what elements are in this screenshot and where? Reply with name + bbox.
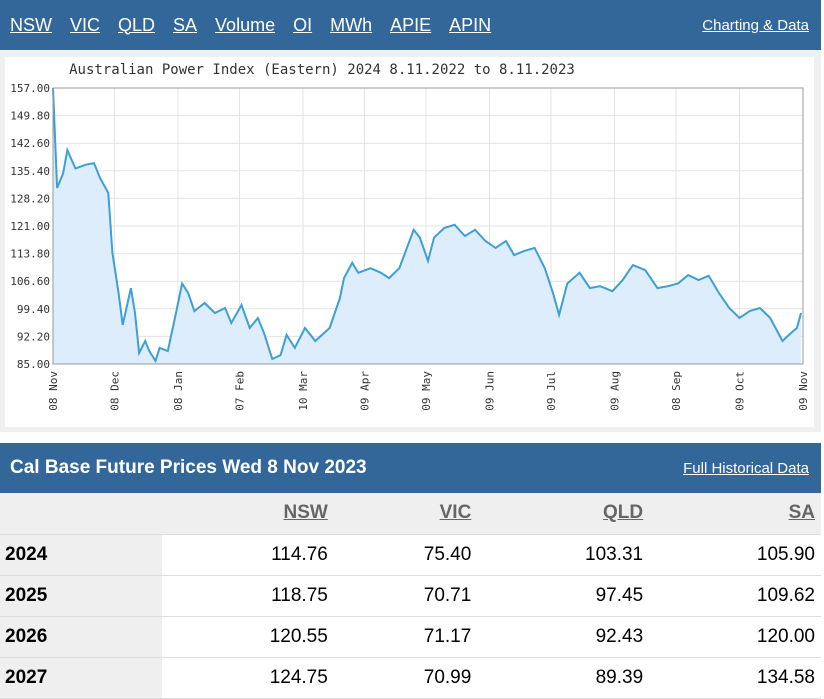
table-header: Cal Base Future Prices Wed 8 Nov 2023 Fu… xyxy=(0,443,821,493)
price-cell: 109.62 xyxy=(649,575,821,617)
price-cell: 118.75 xyxy=(162,575,334,617)
x-tick-label: 09 Apr xyxy=(358,371,371,411)
chart: Australian Power Index (Eastern) 2024 8.… xyxy=(5,57,814,427)
chart-title: Australian Power Index (Eastern) 2024 8.… xyxy=(69,62,575,78)
table-row: 2026 120.55 71.17 92.43 120.00 xyxy=(0,616,821,658)
y-tick-label: 85.00 xyxy=(17,358,50,371)
x-tick-label: 07 Feb xyxy=(233,371,246,411)
price-cell: 124.75 xyxy=(162,657,334,699)
nav-link[interactable]: QLD xyxy=(118,14,156,35)
nav-link[interactable]: VIC xyxy=(70,14,101,35)
y-tick-label: 92.20 xyxy=(17,330,50,343)
y-tick-label: 157.00 xyxy=(10,82,50,95)
x-tick-label: 08 Nov xyxy=(47,371,60,411)
year-cell: 2025 xyxy=(0,575,162,617)
nav-link[interactable]: Volume xyxy=(215,14,276,35)
price-cell: 70.71 xyxy=(333,575,478,617)
nav-link[interactable]: MWh xyxy=(330,14,373,35)
price-cell: 92.43 xyxy=(477,616,650,658)
chart-panel: Australian Power Index (Eastern) 2024 8.… xyxy=(0,50,821,432)
x-tick-label: 08 Dec xyxy=(108,371,121,411)
price-cell: 120.55 xyxy=(162,616,334,658)
nav-link[interactable]: Charting & Data xyxy=(702,16,809,34)
y-tick-label: 149.80 xyxy=(10,110,50,123)
x-tick-label: 08 Jan xyxy=(172,371,185,411)
table-row: 2025 118.75 70.71 97.45 109.62 xyxy=(0,575,821,617)
price-cell: 120.00 xyxy=(649,616,821,658)
nav-links: NSW VIC QLD SA Volume OI MWh APIE APIN xyxy=(10,15,509,36)
table-row: 2024 114.76 75.40 103.31 105.90 xyxy=(0,534,821,576)
y-tick-label: 106.60 xyxy=(10,275,50,288)
nav-link[interactable]: SA xyxy=(173,14,198,35)
area xyxy=(53,88,801,364)
plot-frame xyxy=(52,87,804,365)
price-cell: 103.31 xyxy=(477,534,650,576)
column-header: VIC xyxy=(333,493,478,535)
price-cell: 70.99 xyxy=(333,657,478,699)
x-tick-label: 09 May xyxy=(420,371,433,411)
corner xyxy=(0,493,162,535)
price-cell: 75.40 xyxy=(333,534,478,576)
x-tick-label: 10 Mar xyxy=(297,371,310,411)
column-header: SA xyxy=(649,493,821,535)
header-row: NSW VIC QLD SA xyxy=(0,493,821,535)
table-title: Cal Base Future Prices Wed 8 Nov 2023 xyxy=(10,457,367,478)
y-tick-label: 142.60 xyxy=(10,137,50,150)
year-cell: 2027 xyxy=(0,657,162,699)
year-cell: 2024 xyxy=(0,534,162,576)
nav-link[interactable]: APIE xyxy=(390,14,432,35)
price-cell: 89.39 xyxy=(477,657,650,699)
line xyxy=(52,87,802,364)
y-tick-label: 128.20 xyxy=(10,192,50,205)
column-header: NSW xyxy=(162,493,334,535)
x-tick-label: 09 Jun xyxy=(483,371,496,411)
x-tick-label: 08 Sep xyxy=(670,371,683,411)
column-header: QLD xyxy=(477,493,650,535)
nav-bar: NSW VIC QLD SA Volume OI MWh APIE APIN Charting … xyxy=(0,0,821,50)
x-tick-label: 09 Aug xyxy=(608,371,621,411)
nav-link[interactable]: OI xyxy=(293,14,313,35)
table-row: 2027 124.75 70.99 89.39 134.58 xyxy=(0,657,821,699)
x-tick-label: 09 Oct xyxy=(733,371,746,411)
x-tick-label: 09 Jul xyxy=(545,371,558,411)
y-tick-label: 99.40 xyxy=(17,303,50,316)
nav-link[interactable]: NSW xyxy=(10,14,52,35)
x-tick-label: 09 Nov xyxy=(797,371,810,411)
nav-link[interactable]: APIN xyxy=(449,14,492,35)
price-cell: 97.45 xyxy=(477,575,650,617)
price-cell: 71.17 xyxy=(333,616,478,658)
y-tick-label: 113.80 xyxy=(10,248,50,261)
y-tick-label: 121.00 xyxy=(10,220,50,233)
y-tick-label: 135.40 xyxy=(10,165,50,178)
price-cell: 134.58 xyxy=(649,657,821,699)
historical-link[interactable]: Full Historical Data xyxy=(683,459,809,477)
price-cell: 105.90 xyxy=(649,534,821,576)
price-cell: 114.76 xyxy=(162,534,334,576)
year-cell: 2026 xyxy=(0,616,162,658)
price-table: NSW VIC QLD SA 2024 114.76 75.40 103.31 105.90 20… xyxy=(0,493,821,699)
